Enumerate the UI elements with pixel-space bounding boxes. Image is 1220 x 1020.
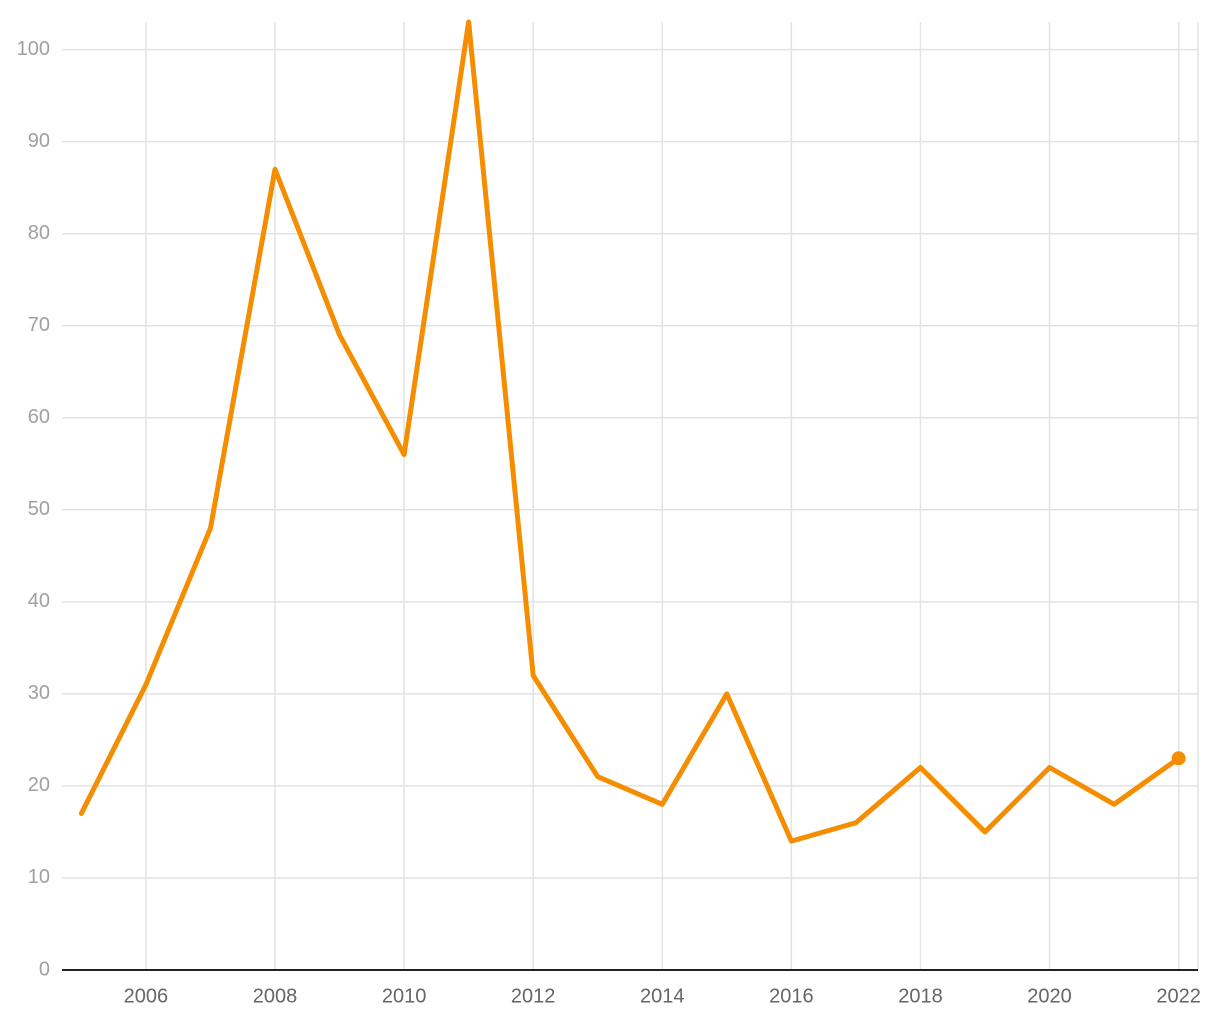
y-tick-label: 30 xyxy=(28,682,50,704)
x-tick-label: 2014 xyxy=(640,985,685,1007)
y-tick-label: 70 xyxy=(28,314,50,336)
y-tick-label: 20 xyxy=(28,774,50,796)
x-tick-label: 2008 xyxy=(253,985,298,1007)
y-tick-label: 60 xyxy=(28,406,50,428)
x-tick-label: 2012 xyxy=(511,985,556,1007)
x-tick-label: 2020 xyxy=(1027,985,1072,1007)
y-tick-label: 50 xyxy=(28,498,50,520)
y-tick-label: 100 xyxy=(17,38,50,60)
x-tick-label: 2022 xyxy=(1156,985,1201,1007)
line xyxy=(78,19,1182,844)
x-tick-label: 2010 xyxy=(382,985,427,1007)
y-tick-label: 0 xyxy=(39,958,50,980)
x-tick-label: 2018 xyxy=(898,985,943,1007)
y-tick-label: 40 xyxy=(28,590,50,612)
y-tick-label: 90 xyxy=(28,130,50,152)
y-tick-label: 80 xyxy=(28,222,50,244)
x-tick-label: 2006 xyxy=(124,985,169,1007)
y-tick-label: 10 xyxy=(28,866,50,888)
end-marker xyxy=(1171,751,1186,766)
x-tick-label: 2016 xyxy=(769,985,814,1007)
